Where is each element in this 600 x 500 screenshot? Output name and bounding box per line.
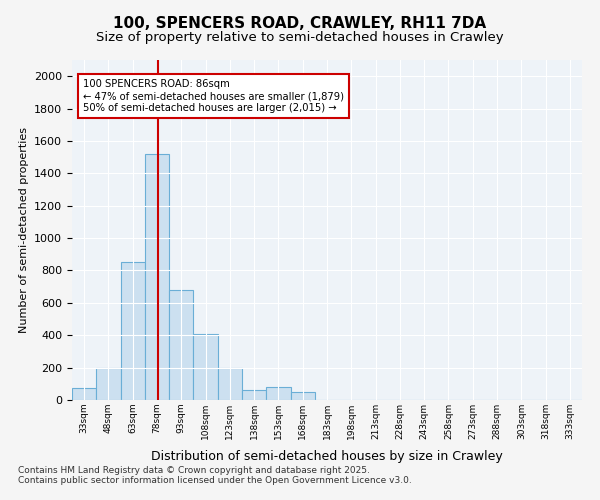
Bar	[290, 392, 315, 400]
Bar	[266, 387, 290, 400]
Bar	[72, 388, 96, 400]
Bar	[193, 334, 218, 400]
X-axis label: Distribution of semi-detached houses by size in Crawley: Distribution of semi-detached houses by …	[151, 450, 503, 464]
Text: 100 SPENCERS ROAD: 86sqm
← 47% of semi-detached houses are smaller (1,879)
50% o: 100 SPENCERS ROAD: 86sqm ← 47% of semi-d…	[83, 80, 344, 112]
Bar	[121, 262, 145, 400]
Text: Size of property relative to semi-detached houses in Crawley: Size of property relative to semi-detach…	[96, 31, 504, 44]
Bar	[218, 368, 242, 400]
Text: Contains HM Land Registry data © Crown copyright and database right 2025.
Contai: Contains HM Land Registry data © Crown c…	[18, 466, 412, 485]
Bar	[169, 290, 193, 400]
Bar	[145, 154, 169, 400]
Bar	[242, 390, 266, 400]
Y-axis label: Number of semi-detached properties: Number of semi-detached properties	[19, 127, 29, 333]
Bar	[96, 368, 121, 400]
Text: 100, SPENCERS ROAD, CRAWLEY, RH11 7DA: 100, SPENCERS ROAD, CRAWLEY, RH11 7DA	[113, 16, 487, 31]
